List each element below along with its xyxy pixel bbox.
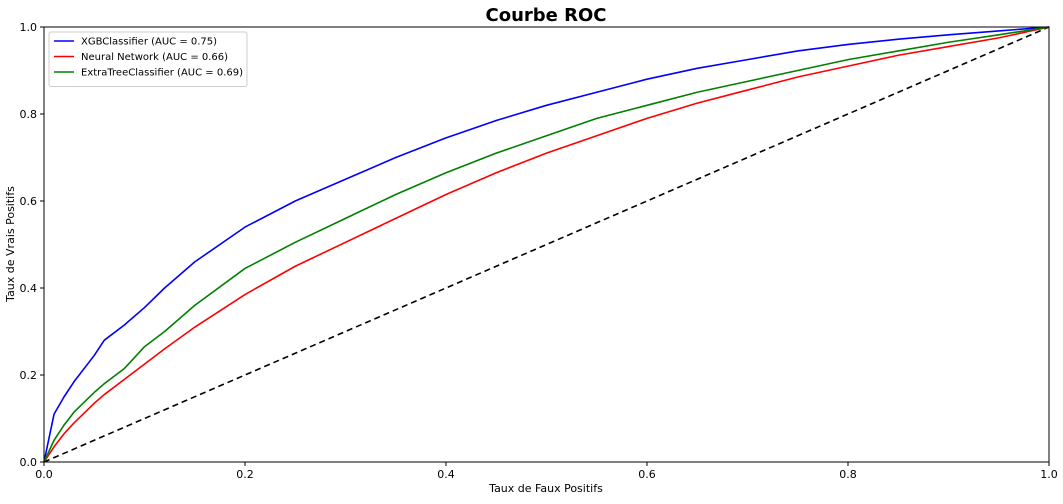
x-tick-label: 0.0 bbox=[35, 468, 53, 481]
legend-box bbox=[48, 31, 248, 87]
x-tick-label: 1.0 bbox=[1040, 468, 1058, 481]
y-axis-label: Taux de Vrais Positifs bbox=[4, 186, 17, 303]
y-tick-label: 0.4 bbox=[20, 282, 38, 295]
x-tick-label: 0.6 bbox=[638, 468, 656, 481]
x-axis-label: Taux de Faux Positifs bbox=[488, 482, 603, 495]
legend-label-3: ExtraTreeClassifier (AUC = 0.69) bbox=[81, 68, 243, 79]
y-tick-label: 0.8 bbox=[20, 108, 38, 121]
legend: XGBClassifier (AUC = 0.75) Neural Network… bbox=[48, 31, 248, 87]
plot-frame bbox=[43, 26, 1050, 463]
x-tick-label: 0.4 bbox=[437, 468, 455, 481]
plot-area bbox=[43, 26, 1050, 463]
y-tick-label: 0.6 bbox=[20, 195, 38, 208]
y-tick-label: 0.2 bbox=[20, 369, 38, 382]
legend-label-1: XGBClassifier (AUC = 0.75) bbox=[81, 37, 217, 48]
series-line-3 bbox=[43, 26, 1050, 463]
x-tick-label: 0.8 bbox=[839, 468, 857, 481]
reference-diagonal-line bbox=[43, 26, 1050, 463]
series-line-2 bbox=[43, 26, 1050, 463]
y-tick-label: 1.0 bbox=[20, 21, 38, 34]
chart-title: Courbe ROC bbox=[486, 5, 607, 26]
series-line-1 bbox=[43, 26, 1050, 463]
x-tick-label: 0.2 bbox=[236, 468, 254, 481]
legend-label-2: Neural Network (AUC = 0.66) bbox=[81, 52, 228, 63]
y-tick-label: 0.0 bbox=[20, 456, 38, 469]
axes-layer: 0.0 0.2 0.4 0.6 0.8 1.0 0.0 0.2 0.4 0.6 0.8 1.0 bbox=[20, 21, 1058, 481]
